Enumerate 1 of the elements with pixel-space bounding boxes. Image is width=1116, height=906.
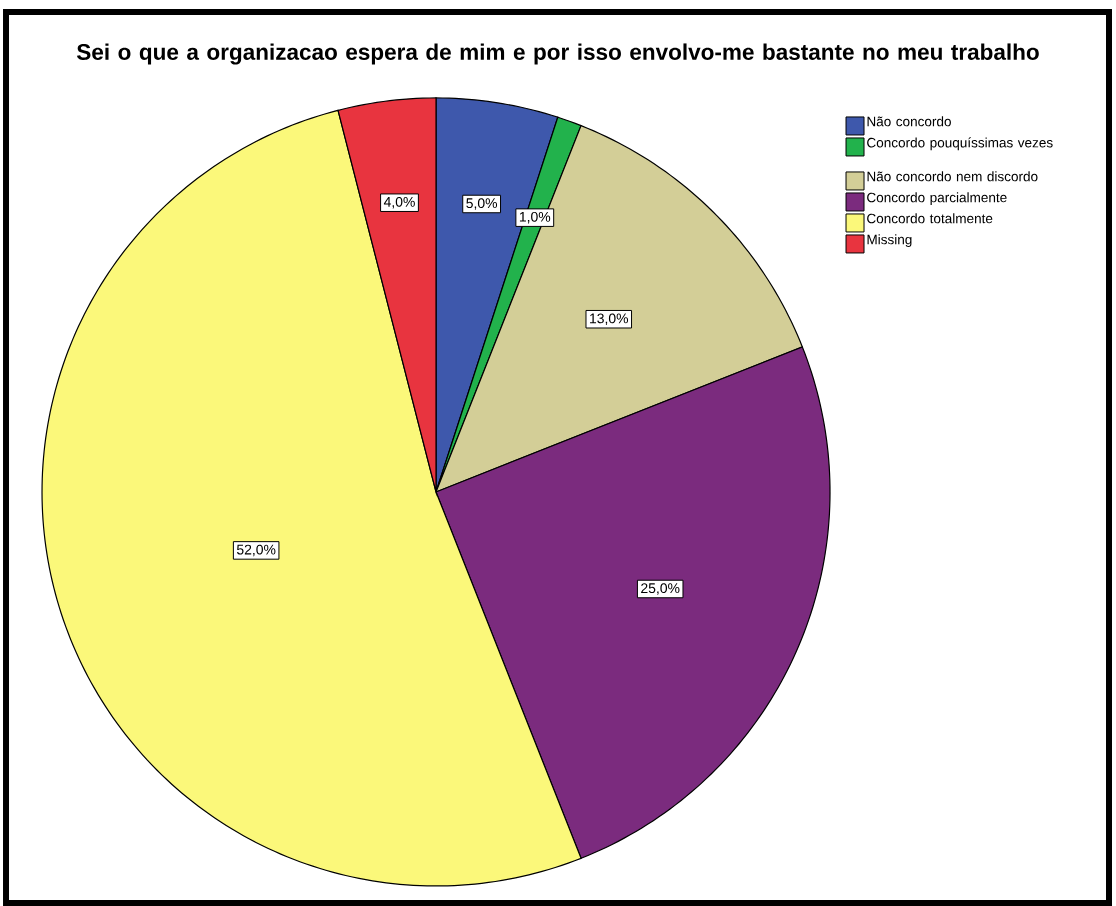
chart-title: Sei o que a organizacao espera de mim e por isso envolvo-me bastante no meu trabalho (76, 43, 1039, 65)
